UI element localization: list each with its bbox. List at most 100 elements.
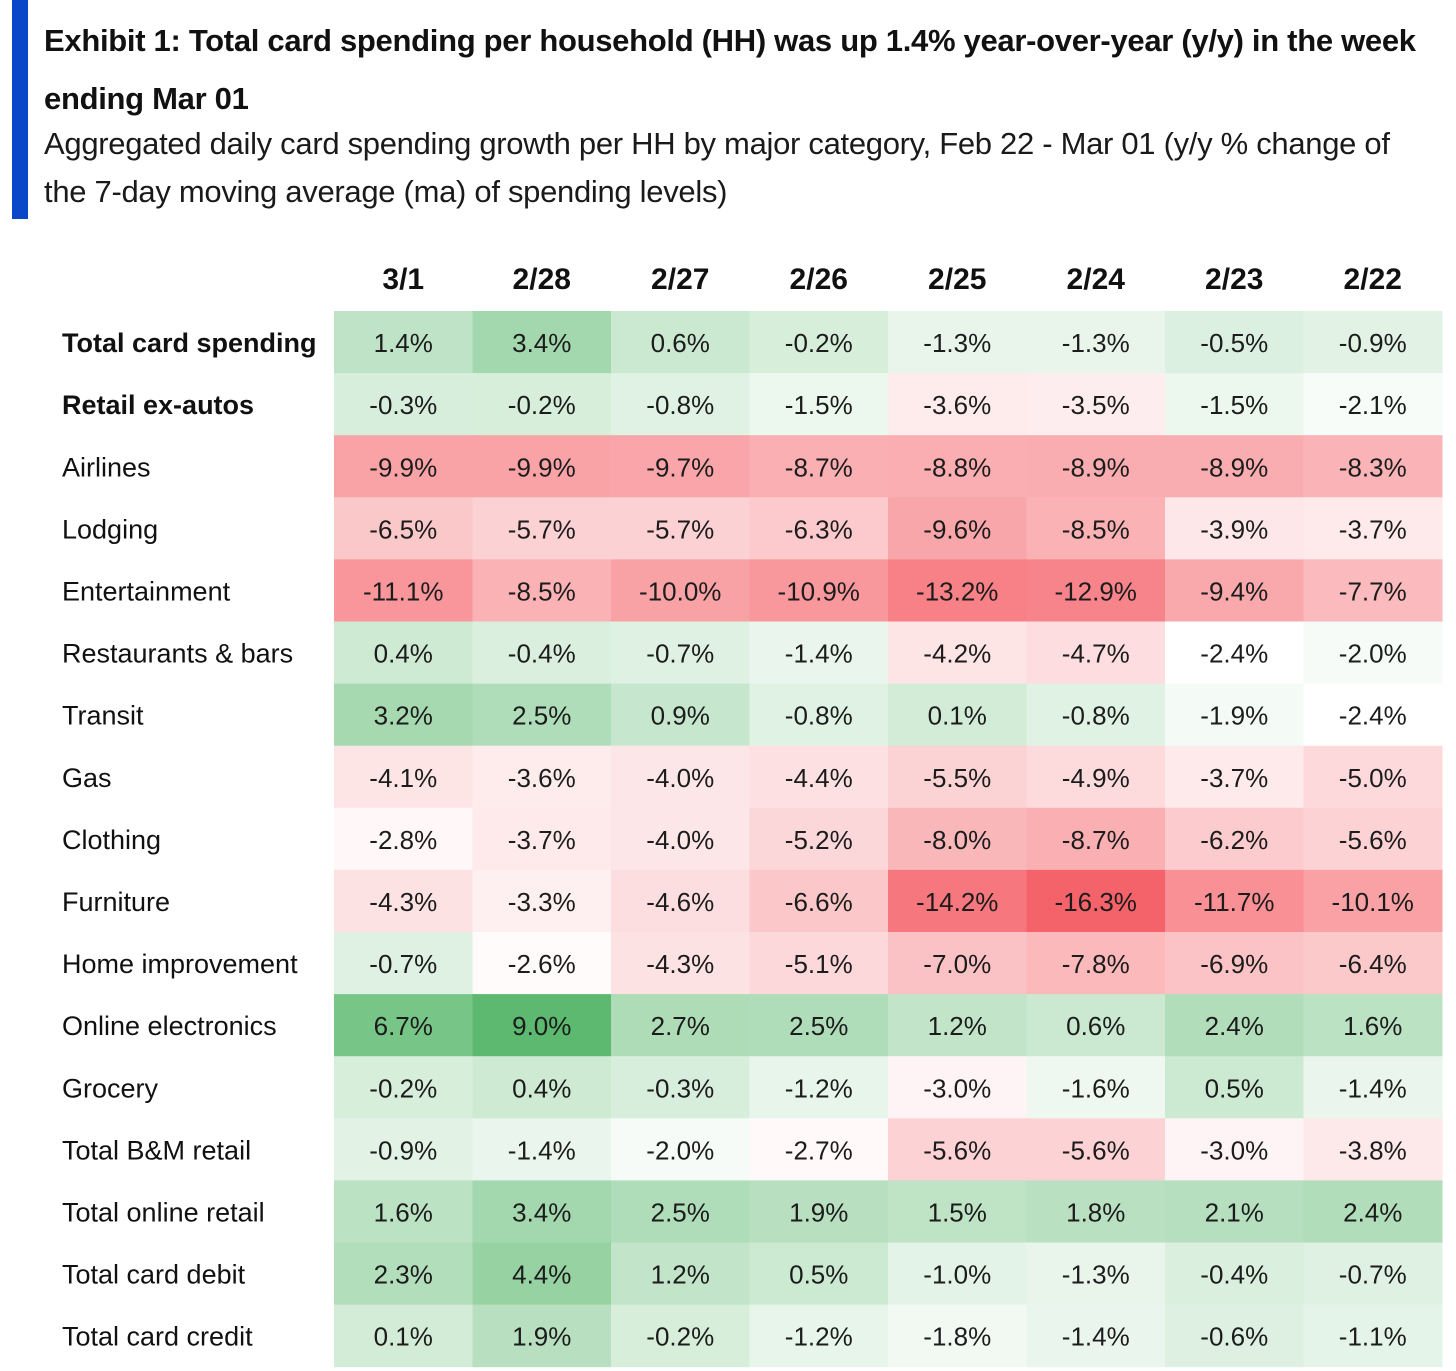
cell-value-label: -3.7% — [508, 825, 576, 855]
heatmap-cell — [1303, 497, 1443, 560]
heatmap-cell — [334, 807, 473, 871]
heatmap-cell — [749, 1304, 889, 1368]
cell-value-label: -9.7% — [646, 452, 714, 482]
cell-value-label: -1.2% — [785, 1073, 853, 1103]
cell-value-label: -3.6% — [508, 763, 576, 793]
heatmap-cell — [749, 1056, 889, 1119]
heatmap-cell — [1303, 994, 1443, 1057]
cell-value-label: -7.0% — [923, 949, 991, 979]
heatmap-cell — [472, 932, 612, 995]
heatmap-cell — [1165, 1180, 1304, 1243]
cell-value-label: -0.2% — [369, 1073, 437, 1103]
column-header: 2/26 — [790, 263, 848, 296]
cell-value-label: 0.9% — [651, 701, 710, 731]
chart-subtitle: Aggregated daily card spending growth pe… — [44, 126, 1390, 209]
cell-value-label: -1.6% — [1062, 1073, 1130, 1103]
cell-value-label: 0.1% — [374, 1322, 433, 1352]
cell-value-label: -1.4% — [785, 639, 853, 669]
cell-value-label: 2.5% — [651, 1197, 710, 1227]
cell-value-label: -3.8% — [1339, 1135, 1407, 1165]
cell-value-label: -0.7% — [369, 949, 437, 979]
row-label: Total card debit — [62, 1260, 246, 1290]
heatmap-cell — [472, 559, 612, 622]
heatmap-cell — [1303, 311, 1443, 374]
cell-value-label: 2.5% — [512, 701, 571, 731]
cell-value-label: -1.8% — [923, 1322, 991, 1352]
heatmap-cell — [888, 435, 1027, 498]
cell-value-label: 3.4% — [512, 328, 571, 358]
heatmap-cell — [749, 869, 889, 933]
cell-value-label: -2.7% — [785, 1135, 853, 1165]
heatmap-cell — [611, 621, 750, 685]
cell-value-label: -1.3% — [1062, 1260, 1130, 1290]
cell-value-label: 0.6% — [1066, 1011, 1125, 1041]
heatmap-cell — [888, 373, 1027, 436]
heatmap-cell — [749, 994, 889, 1057]
row-label: Transit — [62, 701, 144, 731]
heatmap-cell — [888, 745, 1027, 809]
cell-value-label: 2.5% — [789, 1011, 848, 1041]
heatmap-cell — [888, 1242, 1027, 1306]
cell-value-label: 1.5% — [928, 1197, 987, 1227]
cell-value-label: 1.9% — [789, 1197, 848, 1227]
cell-value-label: -0.4% — [1200, 1260, 1268, 1290]
cell-value-label: -3.9% — [1200, 514, 1268, 544]
cell-value-label: -2.6% — [508, 949, 576, 979]
cell-value-label: -1.4% — [1339, 1073, 1407, 1103]
cell-value-label: -12.9% — [1055, 576, 1137, 606]
heatmap-cell — [334, 497, 473, 560]
cell-value-label: -0.3% — [369, 390, 437, 420]
cell-value-label: 1.2% — [651, 1260, 710, 1290]
cell-value-label: -0.7% — [646, 639, 714, 669]
heatmap-cell — [1026, 373, 1166, 436]
heatmap-cell — [1303, 683, 1443, 747]
row-label: Clothing — [62, 825, 161, 855]
heatmap-cell — [1165, 1242, 1304, 1306]
heatmap-cell — [1026, 311, 1166, 374]
heatmap-chart: 3/1 2/28 2/27 2/26 2/25 2/24 2/23 2/22 Total car… — [62, 263, 1443, 1368]
column-header: 2/24 — [1067, 263, 1126, 296]
cell-value-label: -1.4% — [1062, 1322, 1130, 1352]
heatmap-cell — [611, 1180, 750, 1243]
cell-value-label: -5.6% — [923, 1135, 991, 1165]
cell-value-label: 0.1% — [928, 701, 987, 731]
column-header: 2/22 — [1344, 263, 1402, 296]
heatmap-cell — [1303, 621, 1443, 685]
heatmap-cell — [1165, 311, 1304, 374]
heatmap-cell — [611, 1118, 750, 1181]
heatmap-cell — [1165, 745, 1304, 809]
heatmap-cell — [472, 435, 612, 498]
heatmap-cell — [1026, 1304, 1166, 1368]
row-label: Online electronics — [62, 1011, 277, 1041]
column-header: 2/25 — [928, 263, 986, 296]
heatmap-cell — [1303, 1056, 1443, 1119]
heatmap-cell — [888, 807, 1027, 871]
heatmap-cell — [611, 994, 750, 1057]
heatmap-cell — [1026, 869, 1166, 933]
heatmap-cell — [888, 683, 1027, 747]
heatmap-cell — [611, 745, 750, 809]
heatmap-cell — [334, 932, 473, 995]
heatmap-cell — [1026, 994, 1166, 1057]
heatmap-cell — [472, 994, 612, 1057]
heatmap-cell — [1026, 621, 1166, 685]
heatmap-cell — [1303, 559, 1443, 622]
cell-value-label: -1.9% — [1200, 701, 1268, 731]
heatmap-cell — [1303, 932, 1443, 995]
heatmap-cell — [1165, 497, 1304, 560]
heatmap-cell — [472, 497, 612, 560]
heatmap-cell — [1165, 1118, 1304, 1181]
cell-value-label: 4.4% — [512, 1260, 571, 1290]
heatmap-cell — [749, 807, 889, 871]
cell-value-label: -4.0% — [646, 825, 714, 855]
cell-value-label: -1.0% — [923, 1260, 991, 1290]
cell-value-label: -9.9% — [369, 452, 437, 482]
cell-value-label: -4.9% — [1062, 763, 1130, 793]
heatmap-cell — [472, 1118, 612, 1181]
cell-value-label: -8.5% — [508, 576, 576, 606]
heatmap-cell — [888, 1056, 1027, 1119]
cell-value-label: -10.1% — [1332, 887, 1414, 917]
cell-value-label: -3.0% — [1200, 1135, 1268, 1165]
heatmap-cell — [334, 435, 473, 498]
heatmap-cell — [611, 1242, 750, 1306]
